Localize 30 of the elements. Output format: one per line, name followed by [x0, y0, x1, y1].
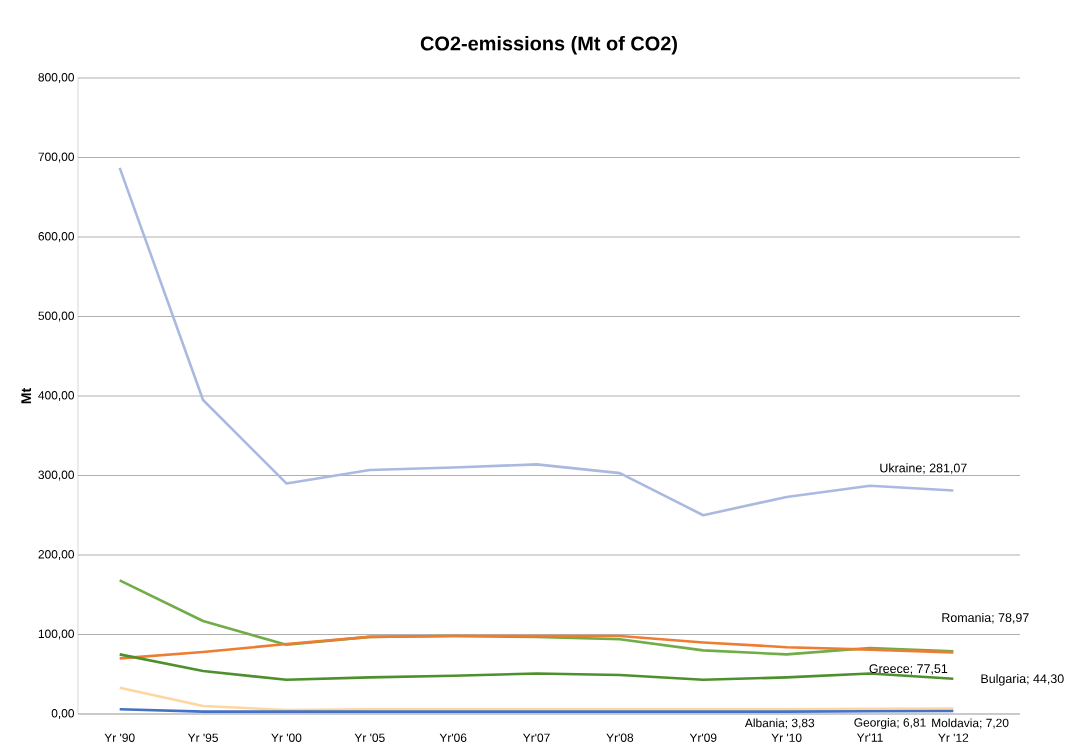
y-tick-label: 600,00: [38, 232, 75, 242]
x-tick-label: Yr'11: [856, 733, 883, 742]
y-tick-label: 200,00: [38, 550, 75, 560]
x-tick-label: Yr '00: [271, 733, 302, 742]
y-tick-label: 400,00: [38, 391, 75, 401]
chart-title: CO2-emissions (Mt of CO2): [420, 35, 677, 55]
y-tick-label: 0,00: [51, 709, 75, 719]
annotation: Bulgaria; 44,30: [981, 673, 1064, 686]
y-tick-label: 100,00: [38, 629, 75, 640]
text: Georgia; 6,81: [854, 717, 926, 730]
annotation: Ukraine; 281,07: [880, 463, 967, 474]
x-tick-label: Yr'07: [523, 733, 550, 742]
x-tick-label: Yr '90: [104, 733, 135, 742]
text: Albania; 3,83: [744, 718, 815, 729]
text: Moldavia; 7,20: [932, 718, 1009, 729]
x-tick-label: Yr'06: [439, 733, 467, 742]
annotation: Romania; 78,97: [942, 612, 1029, 624]
annotation: Greece; 77,51: [869, 664, 948, 675]
y-axis-title: Mt: [21, 388, 32, 404]
x-tick-label: Yr'09: [689, 733, 717, 742]
line-series: [118, 653, 955, 682]
x-tick-label: Yr '05: [354, 733, 385, 742]
y-tick-label: 300,00: [38, 470, 75, 481]
y-tick-label: 800,00: [38, 73, 75, 83]
y-tick-label: 700,00: [38, 152, 75, 163]
x-tick-label: Yr'08: [606, 733, 634, 742]
x-tick-label: Yr '95: [187, 733, 218, 742]
x-tick-label: Yr '12: [938, 733, 969, 742]
x-tick-label: Yr '10: [771, 733, 802, 742]
y-tick-label: 500,00: [38, 311, 75, 322]
